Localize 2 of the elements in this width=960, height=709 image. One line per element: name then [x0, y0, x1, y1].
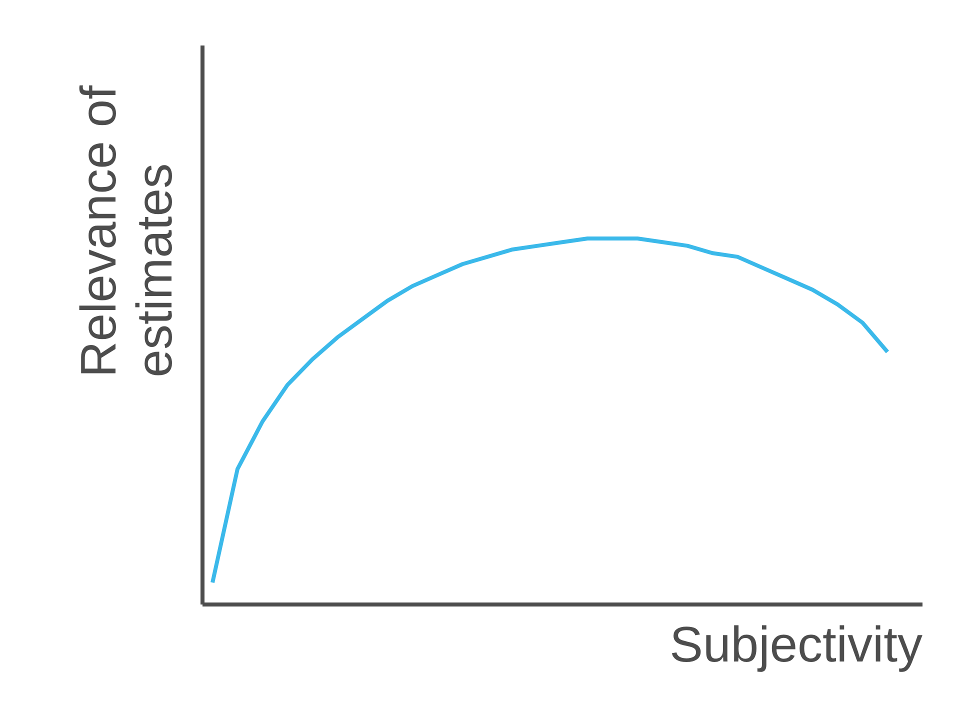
y-axis-title: Relevance of estimates [70, 85, 182, 378]
x-axis-title: Subjectivity [670, 616, 923, 672]
